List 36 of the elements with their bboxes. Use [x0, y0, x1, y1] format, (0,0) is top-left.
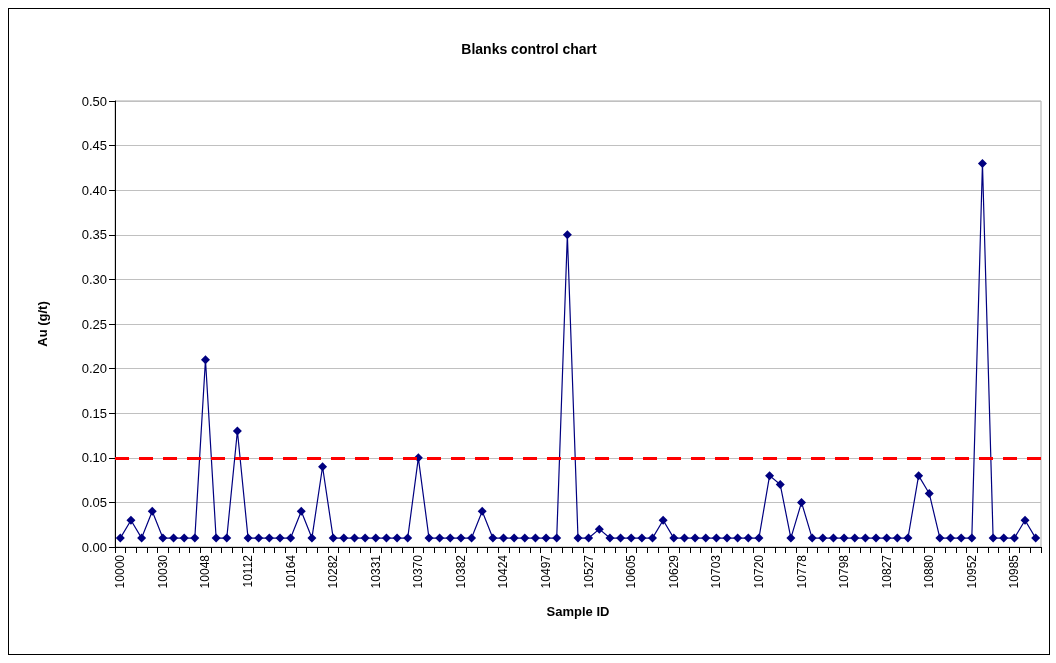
- y-tick-label: 0.50: [81, 93, 107, 109]
- x-tick-label: 10282: [326, 554, 341, 589]
- x-tick-label: 10880: [922, 554, 937, 589]
- y-tick-label: 0.45: [81, 138, 107, 154]
- x-tick-label: 10000: [113, 554, 128, 589]
- x-tick-label: 10952: [964, 554, 979, 589]
- x-tick-label: 10798: [837, 554, 852, 589]
- x-tick-label: 10030: [155, 554, 170, 589]
- x-tick-label: 10424: [496, 554, 511, 589]
- x-tick-label: 10331: [368, 554, 383, 589]
- x-tick-label: 10703: [709, 554, 724, 589]
- y-tick-label: 0.40: [81, 182, 107, 198]
- y-tick-label: 0.20: [81, 361, 107, 377]
- x-tick-label: 10629: [666, 554, 681, 589]
- x-tick-label: 10164: [283, 554, 298, 589]
- x-tick-label: 10527: [581, 554, 596, 589]
- x-tick-label: 10048: [198, 554, 213, 589]
- y-tick-label: 0.35: [81, 227, 107, 243]
- x-tick-label: 10112: [241, 554, 256, 588]
- y-tick-label: 0.10: [81, 450, 107, 466]
- x-tick-label: 10720: [751, 554, 766, 589]
- y-tick-label: 0.00: [81, 539, 107, 555]
- y-tick-label: 0.05: [81, 494, 107, 510]
- x-axis-title: Sample ID: [546, 604, 610, 619]
- x-tick-label: 10497: [539, 554, 554, 589]
- y-tick-label: 0.15: [81, 405, 107, 421]
- x-tick-label: 10605: [624, 554, 639, 589]
- y-tick-label: 0.25: [81, 316, 107, 332]
- y-tick-label: 0.30: [81, 271, 107, 287]
- x-tick-label: 10827: [879, 554, 894, 589]
- y-axis-title: Au (g/t): [35, 301, 50, 347]
- x-tick-label: 10382: [453, 554, 468, 589]
- x-tick-label: 10778: [794, 554, 809, 589]
- chart-title: Blanks control chart: [461, 41, 598, 57]
- x-tick-label: 10370: [411, 554, 426, 589]
- x-tick-label: 10985: [1007, 554, 1022, 589]
